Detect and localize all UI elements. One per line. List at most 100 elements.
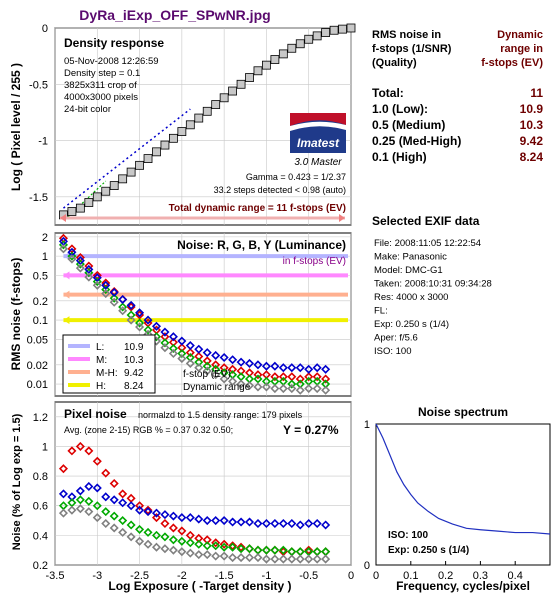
pixel-noise-point xyxy=(143,527,153,537)
density-info-line: 05-Nov-2008 12:26:59 xyxy=(64,56,159,67)
noise-point xyxy=(118,302,128,312)
density-step-marker xyxy=(219,93,229,103)
x-tick: -1.5 xyxy=(215,570,234,582)
density-step-marker xyxy=(278,49,288,59)
pixel-noise-point xyxy=(135,505,145,515)
pixel-noise-point xyxy=(211,516,221,526)
density-step-marker xyxy=(168,133,178,143)
pixel-noise-point xyxy=(92,501,102,511)
noise-point xyxy=(211,364,221,374)
pixel-noise-point xyxy=(101,492,111,502)
pixel-noise-y-label: Noise (% of Log exp = 1.5) xyxy=(11,413,23,550)
x-tick: -3 xyxy=(92,570,102,582)
pixel-noise-point xyxy=(228,517,238,527)
exif-line: Exp: 0.250 s (1/4) xyxy=(374,319,449,330)
pixel-noise-point xyxy=(75,495,85,505)
pixel-noise-point xyxy=(84,507,94,517)
density-step-marker xyxy=(185,120,195,130)
dr-table: RMS noise in f-stops (1/SNR) (Quality) Dyna… xyxy=(372,29,543,164)
noise-point xyxy=(304,364,314,374)
pixel-noise-point xyxy=(101,468,111,478)
noise-point xyxy=(321,364,331,374)
noise-point xyxy=(253,374,263,384)
pixel-noise-point xyxy=(177,536,187,546)
density-step-marker xyxy=(321,28,331,37)
pixel-noise-point xyxy=(287,518,297,529)
noise-point xyxy=(278,384,288,394)
noise-point xyxy=(101,289,111,299)
noise-point xyxy=(177,354,187,364)
spectrum-x-tick: 0 xyxy=(373,570,379,582)
dr-head-left: f-stops (1/SNR) xyxy=(372,43,452,55)
pixel-noise-point xyxy=(168,545,178,555)
spectrum-x-label: Frequency, cycles/pixel xyxy=(396,579,530,593)
density-y-label: Log ( Pixel level / 255 ) xyxy=(9,63,23,191)
pixel-noise-point xyxy=(228,541,238,551)
density-step-marker xyxy=(304,34,314,44)
noise-y-tick: 1 xyxy=(42,251,48,263)
pixel-noise-point xyxy=(126,520,136,530)
noise-point xyxy=(261,382,271,392)
pixel-noise-point xyxy=(177,547,187,557)
spectrum-ticks: 0 0.1 0.2 0.3 0.4 1 0 xyxy=(364,419,523,582)
pixel-noise-point xyxy=(244,544,255,554)
density-info-line: 3825x311 crop of xyxy=(64,80,137,91)
pixel-noise-point xyxy=(92,513,102,523)
dr-head-left: (Quality) xyxy=(372,57,417,69)
pixel-noise-point xyxy=(177,526,187,536)
legend-key: L: xyxy=(96,342,104,353)
pixel-noise-point xyxy=(228,553,238,563)
noise-y-tick: 2 xyxy=(42,232,48,244)
pixel-noise-point xyxy=(151,508,162,518)
noise-point xyxy=(228,355,238,365)
noise-point xyxy=(236,357,246,367)
dr-row-label: 0.5 (Medium) xyxy=(372,118,445,132)
noise-point xyxy=(312,372,322,382)
noise-point xyxy=(118,306,128,316)
pixel-noise-point xyxy=(109,523,119,533)
noise-y-tick: 0.01 xyxy=(27,379,48,391)
pixel-noise-point xyxy=(253,553,263,563)
x-tick: -0.5 xyxy=(299,570,318,582)
spectrum-y-tick: 0 xyxy=(364,560,370,572)
noise-y-tick: 0.02 xyxy=(27,360,48,372)
noise-y-tick: 0.05 xyxy=(27,334,48,346)
exposure-x-label: Log Exposure ( -Target density ) xyxy=(108,579,291,593)
pixel-noise-point xyxy=(236,542,246,552)
density-step-marker xyxy=(84,198,94,207)
noise-point xyxy=(202,356,212,366)
noise-point xyxy=(219,363,229,373)
pixel-noise-point xyxy=(58,508,68,518)
pixel-noise-point xyxy=(118,527,128,537)
noise-point xyxy=(253,382,263,392)
density-info-line: 4000x3000 pixels xyxy=(64,92,138,103)
pixel-noise-point xyxy=(160,518,170,529)
pixel-noise-point xyxy=(304,518,314,529)
density-y-tick: -0.5 xyxy=(29,79,48,91)
pixel-noise-point xyxy=(84,481,94,491)
pixel-noise-point xyxy=(109,495,119,505)
dr-row-label: 0.25 (Med-High) xyxy=(372,134,461,148)
noise-point xyxy=(304,384,314,394)
dr-head-left: RMS noise in xyxy=(372,29,441,41)
dr-head-right: range in xyxy=(500,43,543,55)
dr-row-value: 10.3 xyxy=(520,118,544,132)
noise-point xyxy=(143,315,153,325)
pixel-noise-point xyxy=(312,518,322,529)
pixel-noise-point xyxy=(321,554,331,564)
exif-line: ISO: 100 xyxy=(374,346,412,357)
noise-point xyxy=(177,336,187,346)
pixel-noise-point xyxy=(253,518,263,529)
pixel-noise-point xyxy=(67,446,77,456)
pixel-noise-point xyxy=(244,517,255,527)
pixel-noise-point xyxy=(261,554,271,564)
pixel-noise-point xyxy=(75,441,85,451)
noise-point xyxy=(151,321,162,331)
exif-heading: Selected EXIF data xyxy=(372,214,480,228)
density-response-panel: 0 -0.5 -1 -1.5 Density response 05-Nov-2008… xyxy=(9,23,356,226)
noise-point xyxy=(287,363,297,373)
noise-point xyxy=(143,325,153,335)
noise-point xyxy=(278,372,288,382)
noise-point xyxy=(109,293,119,303)
